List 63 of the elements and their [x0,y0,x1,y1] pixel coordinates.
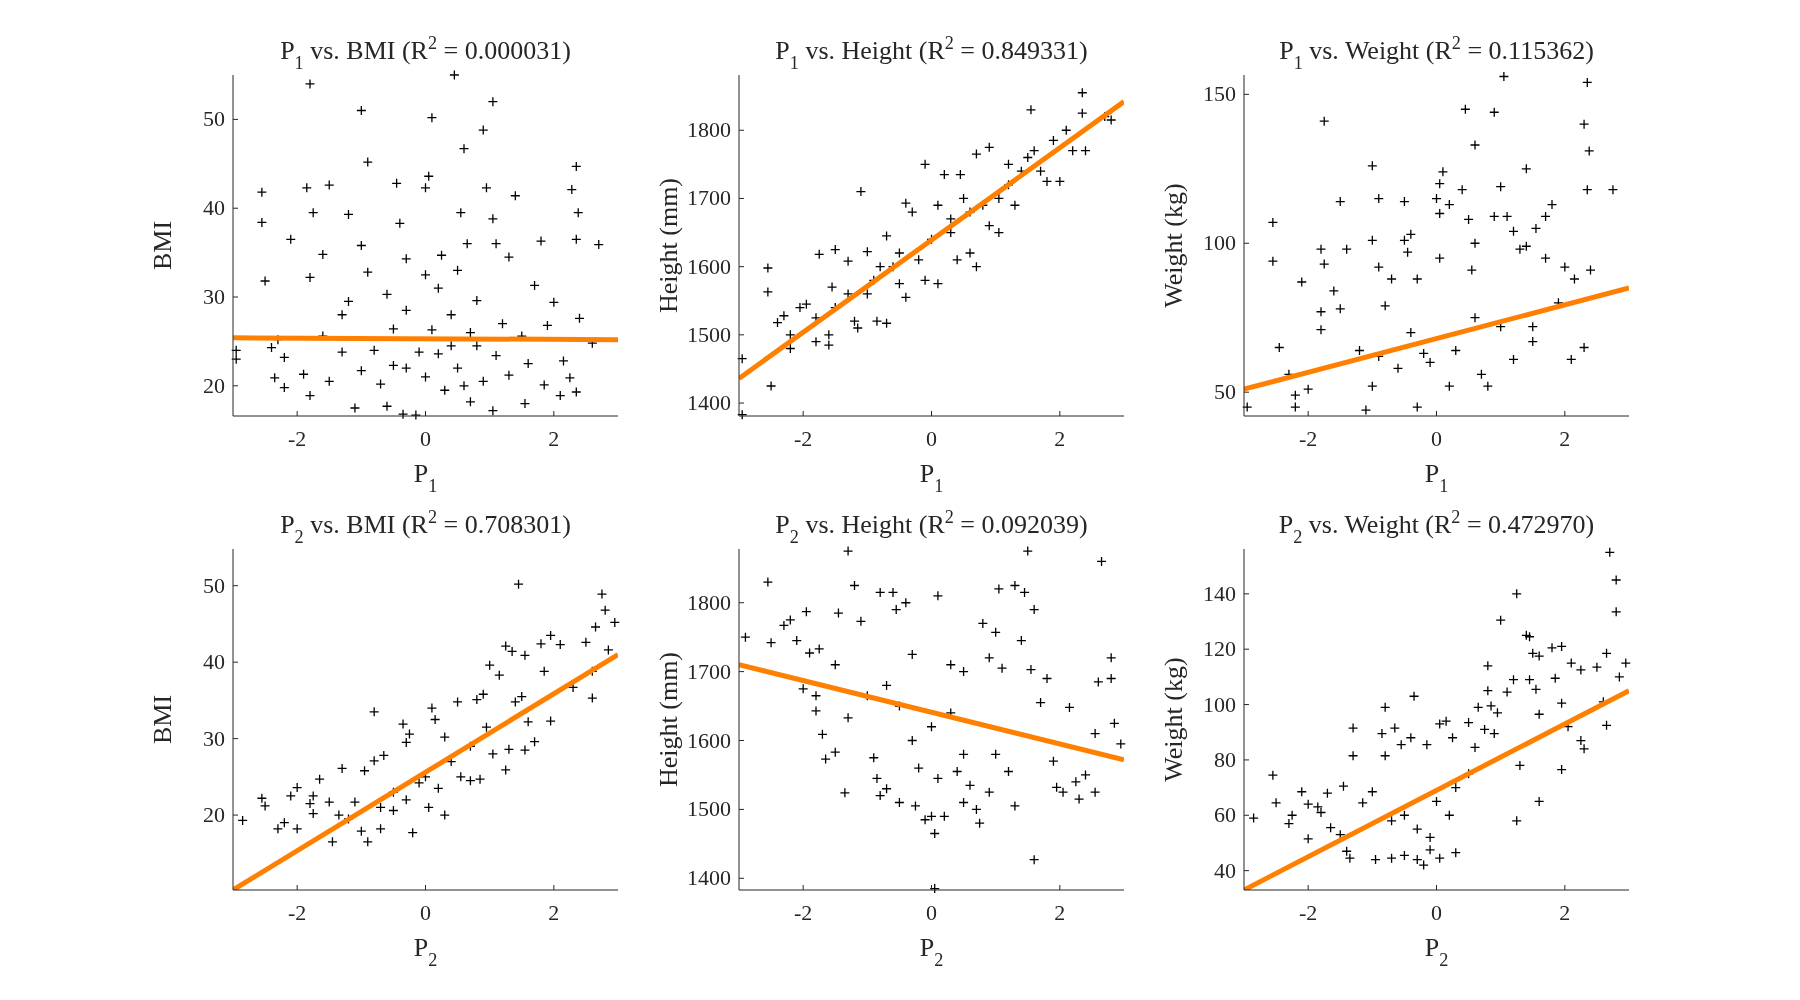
x-tick-label: 2 [1054,426,1066,451]
x-tick-label: 0 [420,426,431,451]
y-tick-label: 50 [203,572,225,598]
y-tick-label: 1600 [687,727,731,753]
y-tick-label: 140 [1203,580,1236,606]
x-tick-label: -2 [288,426,307,451]
y-tick-label: 50 [203,106,225,132]
y-tick-label: 1500 [687,321,731,347]
y-axis-title: BMI [148,694,177,745]
chart-title: P$_{2}$ vs. BMI (R$^{2}$ = 0.708301) [280,507,571,547]
y-axis-title: Height (mm) [654,651,683,788]
x-axis-title: P$_{2}$ [919,933,944,970]
y-tick-label: 150 [1203,81,1236,107]
x-axis-title: P$_{2}$ [1424,933,1449,970]
x-tick-label: -2 [794,426,813,451]
y-axis-title: Weight (kg) [1159,657,1188,782]
x-tick-label: 2 [1559,426,1571,451]
y-tick-label: 40 [1214,857,1236,883]
y-tick-label: 100 [1203,230,1236,256]
y-tick-label: 1400 [687,865,731,891]
x-axis-title: P$_{1}$ [1424,459,1449,496]
chart-title: P$_{1}$ vs. Height (R$^{2}$ = 0.849331) [775,33,1088,73]
y-tick-label: 40 [203,195,225,221]
y-axis-title: Height (mm) [654,177,683,314]
x-tick-label: 0 [1431,900,1442,925]
y-tick-label: 1600 [687,253,731,279]
y-tick-label: 60 [1214,802,1236,828]
y-tick-label: 120 [1203,636,1236,662]
y-tick-label: 80 [1214,746,1236,772]
x-tick-label: 2 [548,900,560,925]
chart-title: P$_{1}$ vs. BMI (R$^{2}$ = 0.000031) [280,33,571,73]
y-tick-label: 40 [203,649,225,675]
chart-title: P$_{2}$ vs. Weight (R$^{2}$ = 0.472970) [1278,507,1595,547]
y-tick-label: 1500 [687,796,731,822]
x-tick-label: -2 [1299,426,1318,451]
y-tick-label: 1800 [687,589,731,615]
y-tick-label: 20 [203,372,225,398]
x-tick-label: 0 [420,900,431,925]
x-tick-label: 0 [926,426,937,451]
y-axis-title: Weight (kg) [1159,183,1188,308]
x-tick-label: 0 [1431,426,1442,451]
chart-title: P$_{2}$ vs. Height (R$^{2}$ = 0.092039) [775,507,1088,547]
x-axis-title: P$_{1}$ [413,459,438,496]
x-tick-label: 2 [1559,900,1571,925]
y-tick-label: 100 [1203,691,1236,717]
y-tick-label: 1700 [687,185,731,211]
x-axis-title: P$_{2}$ [413,933,438,970]
x-tick-label: 2 [548,426,560,451]
x-axis-title: P$_{1}$ [919,459,944,496]
y-tick-label: 30 [203,284,225,310]
x-tick-label: 2 [1054,900,1066,925]
y-tick-label: 50 [1214,379,1236,405]
chart-title: P$_{1}$ vs. Weight (R$^{2}$ = 0.115362) [1279,33,1594,73]
y-axis-title: BMI [148,220,177,271]
x-tick-label: -2 [288,900,307,925]
y-tick-label: 20 [203,802,225,828]
x-tick-label: -2 [794,900,813,925]
y-tick-label: 1400 [687,390,731,416]
x-tick-label: 0 [926,900,937,925]
x-tick-label: -2 [1299,900,1318,925]
y-tick-label: 1800 [687,117,731,143]
y-tick-label: 1700 [687,658,731,684]
y-tick-label: 30 [203,725,225,751]
